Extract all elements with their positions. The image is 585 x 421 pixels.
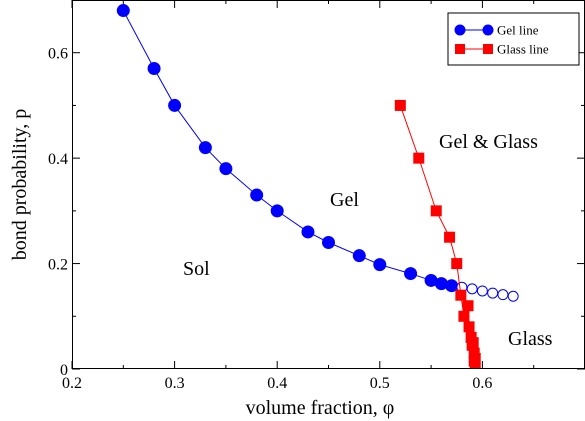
glass-line-point bbox=[455, 289, 467, 301]
gel-line-open-point bbox=[487, 287, 499, 299]
gel-line-point bbox=[424, 273, 438, 287]
legend-marker bbox=[482, 24, 494, 36]
glass-line-point bbox=[394, 99, 406, 111]
legend-marker bbox=[483, 44, 493, 54]
x-tick-label: 0.2 bbox=[62, 375, 82, 392]
glass-region-label: Glass bbox=[508, 328, 553, 350]
gel-line-point bbox=[301, 225, 315, 239]
annotation-layer: Sol Gel Gel & Glass Glass bbox=[183, 131, 553, 350]
gel-line-point bbox=[404, 267, 418, 281]
gel-line-open-point bbox=[466, 283, 478, 295]
ticks-layer: 0.2 0.3 0.4 0.5 0.600.20.40.6 bbox=[48, 0, 585, 392]
legend: Gel line Glass line bbox=[447, 12, 580, 66]
glass-line-point bbox=[463, 321, 475, 333]
gel-line-open-point bbox=[476, 285, 488, 297]
y-axis-label: bond probability, p bbox=[9, 109, 31, 260]
legend-label: Glass line bbox=[497, 42, 549, 57]
gel-line-point bbox=[352, 249, 366, 263]
legend-label: Gel line bbox=[497, 23, 539, 38]
glass-line-point bbox=[458, 310, 470, 322]
glass-line-point bbox=[444, 231, 456, 243]
gel-line-point bbox=[445, 279, 459, 293]
gel-line-point bbox=[116, 4, 130, 18]
glass-line-point bbox=[469, 352, 481, 364]
gel-line-point bbox=[322, 235, 335, 249]
gel-line-point bbox=[219, 162, 233, 176]
gel-line-open-point bbox=[507, 290, 519, 302]
glass-line-point bbox=[469, 363, 481, 369]
gel-line-point bbox=[250, 188, 264, 202]
y-tick-label: 0.6 bbox=[48, 46, 68, 63]
gel-region-label: Gel bbox=[330, 189, 359, 211]
legend-box bbox=[447, 12, 580, 66]
x-tick-label: 0.6 bbox=[472, 375, 492, 392]
series-line bbox=[122, 10, 452, 287]
glass-line-point bbox=[430, 205, 442, 217]
legend-marker bbox=[455, 44, 465, 54]
glass-line-point bbox=[451, 258, 463, 270]
gel-glass-region-label: Gel & Glass bbox=[439, 131, 538, 153]
gel-line-point bbox=[147, 62, 161, 76]
gel-line-point bbox=[373, 258, 387, 272]
glass-line-point bbox=[467, 337, 479, 349]
gel-line-point bbox=[270, 204, 284, 218]
y-tick-label: 0 bbox=[60, 362, 68, 379]
y-tick-label: 0.4 bbox=[48, 151, 68, 168]
gel-line-point bbox=[168, 98, 182, 112]
glass-line-point bbox=[462, 300, 474, 312]
x-tick-label: 0.4 bbox=[267, 375, 287, 392]
gel-line-point bbox=[198, 141, 212, 155]
glass-line-point bbox=[413, 152, 425, 164]
x-tick-label: 0.3 bbox=[165, 375, 185, 392]
sol-region-label: Sol bbox=[183, 258, 210, 280]
y-tick-label: 0.2 bbox=[48, 257, 68, 274]
series-layer bbox=[116, 4, 519, 369]
gel-line-point bbox=[434, 277, 448, 291]
gel-line-open-point bbox=[497, 289, 509, 301]
legend-marker bbox=[454, 24, 466, 36]
x-tick-label: 0.5 bbox=[370, 375, 390, 392]
x-axis-label: volume fraction, φ bbox=[246, 397, 395, 419]
